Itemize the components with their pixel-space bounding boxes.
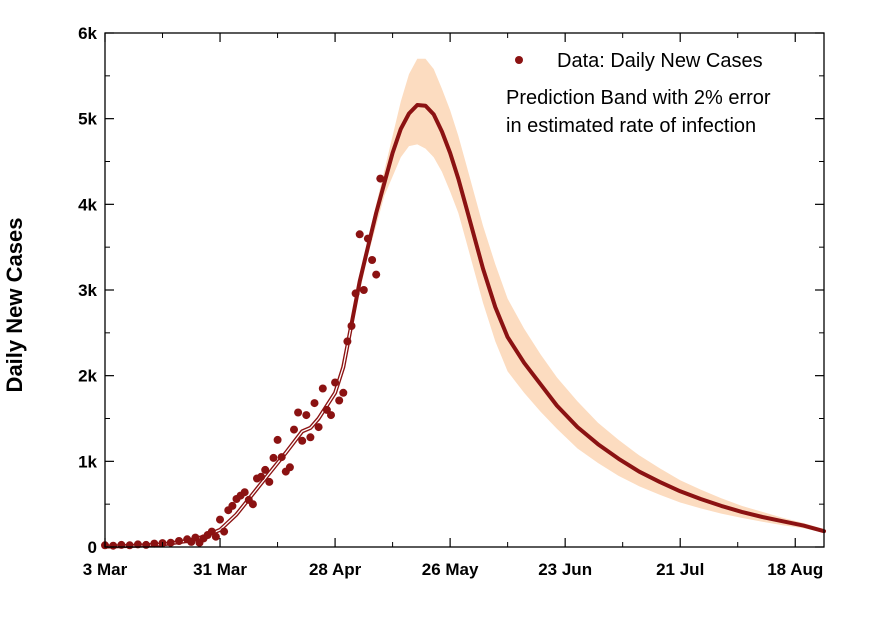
data-point xyxy=(228,501,237,510)
x-tick-label: 31 Mar xyxy=(193,560,247,579)
data-point xyxy=(306,433,315,442)
data-point xyxy=(269,453,278,462)
y-tick-label: 5k xyxy=(78,110,97,129)
legend-band-label-line1: Prediction Band with 2% error xyxy=(506,87,771,109)
legend-band-label-line2: in estimated rate of infection xyxy=(506,115,756,137)
y-axis-ticks: 0 1k 2k 3k 4k 5k 6k xyxy=(78,24,824,557)
y-tick-label: 4k xyxy=(78,195,97,214)
data-point xyxy=(318,384,327,393)
data-point xyxy=(347,322,356,330)
data-point xyxy=(363,234,372,243)
prediction-band xyxy=(310,58,824,533)
data-point xyxy=(265,477,274,486)
data-point xyxy=(339,388,348,397)
data-point xyxy=(294,408,303,417)
legend: Data: Daily New Cases Prediction Band wi… xyxy=(506,50,771,137)
x-tick-label: 28 Apr xyxy=(309,560,362,579)
prediction-band-area xyxy=(310,58,824,533)
data-point xyxy=(314,423,323,432)
data-point xyxy=(211,532,220,541)
y-tick-label: 6k xyxy=(78,24,97,43)
y-tick-label: 0 xyxy=(88,538,97,557)
data-point xyxy=(166,538,175,547)
data-point xyxy=(273,435,282,444)
legend-data-label: Data: Daily New Cases xyxy=(557,50,763,72)
data-point xyxy=(343,337,352,346)
data-point xyxy=(261,465,270,474)
data-point xyxy=(335,396,344,405)
data-point xyxy=(240,488,249,497)
y-tick-label: 3k xyxy=(78,281,97,300)
x-axis-ticks: 3 Mar 31 Mar 28 Apr 26 May 23 Jun 21 Jul 18 Au… xyxy=(83,33,823,579)
data-point xyxy=(248,500,257,509)
data-point xyxy=(125,541,134,550)
legend-data-marker xyxy=(515,56,523,64)
data-point xyxy=(298,436,307,445)
data-point xyxy=(220,527,229,536)
data-point xyxy=(257,472,266,481)
data-point xyxy=(277,453,286,462)
data-point xyxy=(216,515,224,524)
data-point xyxy=(327,411,335,420)
data-point xyxy=(372,270,381,279)
x-tick-label: 23 Jun xyxy=(538,560,592,579)
x-tick-label: 26 May xyxy=(422,560,479,579)
y-tick-label: 2k xyxy=(78,367,97,386)
data-point xyxy=(142,540,151,549)
x-tick-label: 3 Mar xyxy=(83,560,128,579)
data-point xyxy=(359,286,368,294)
x-tick-label: 18 Aug xyxy=(767,560,823,579)
data-point xyxy=(302,411,311,420)
data-point xyxy=(351,289,360,298)
data-point xyxy=(355,230,364,239)
data-point xyxy=(331,378,340,387)
data-point xyxy=(285,463,294,472)
y-axis-title: Daily New Cases xyxy=(2,218,27,393)
data-point xyxy=(150,539,159,548)
x-tick-label: 21 Jul xyxy=(656,560,704,579)
data-point xyxy=(109,541,118,550)
data-point xyxy=(175,537,183,545)
data-point xyxy=(117,540,126,549)
y-tick-label: 1k xyxy=(78,452,97,471)
data-point xyxy=(290,425,298,434)
data-point xyxy=(368,256,377,264)
data-point xyxy=(310,399,319,408)
data-points xyxy=(101,174,385,550)
data-point xyxy=(376,174,385,183)
